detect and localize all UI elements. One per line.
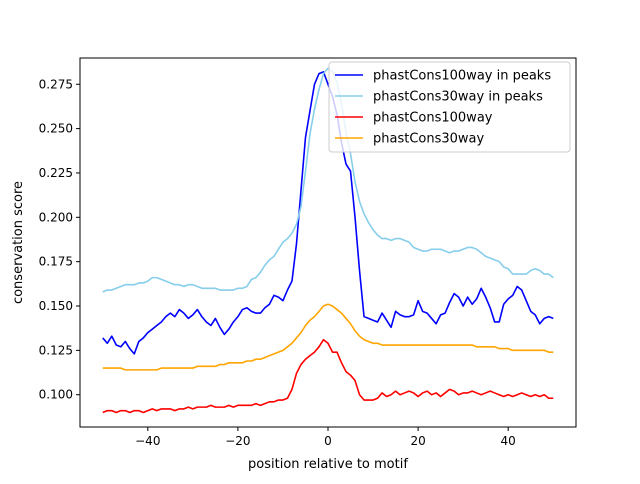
y-axis-label: conservation score	[11, 181, 26, 304]
series-line-1	[102, 67, 554, 293]
series-line-3	[102, 303, 554, 371]
x-axis-label: position relative to motif	[248, 457, 408, 472]
legend-label-0: phastCons100way in peaks	[373, 69, 551, 84]
x-tick-label: 20	[410, 434, 425, 448]
y-tick-label: 0.200	[39, 210, 73, 224]
x-tick-label: 40	[501, 434, 516, 448]
legend-label-1: phastCons30way in peaks	[373, 90, 543, 105]
x-axis-ticks: −40 −20 0 20 40	[135, 427, 516, 448]
x-tick-label: −20	[225, 434, 250, 448]
legend: phastCons100way in peaks phastCons30way i…	[328, 61, 571, 153]
legend-box	[328, 61, 571, 153]
y-tick-label: 0.100	[39, 388, 73, 402]
y-tick-label: 0.175	[39, 255, 73, 269]
y-tick-label: 0.225	[39, 166, 73, 180]
y-tick-label: 0.275	[39, 77, 73, 91]
series-layer	[102, 67, 554, 414]
y-tick-label: 0.250	[39, 122, 73, 136]
legend-label-2: phastCons100way	[373, 111, 493, 126]
x-tick-label: −40	[135, 434, 160, 448]
y-tick-label: 0.125	[39, 343, 73, 357]
series-line-0	[102, 71, 554, 355]
y-tick-label: 0.150	[39, 299, 73, 313]
y-axis-ticks: 0.100 0.125 0.150 0.175 0.200 0.225 0.250 0.275	[39, 77, 80, 402]
x-tick-label: 0	[324, 434, 332, 448]
series-line-2	[102, 338, 554, 414]
legend-label-3: phastCons30way	[373, 132, 485, 147]
